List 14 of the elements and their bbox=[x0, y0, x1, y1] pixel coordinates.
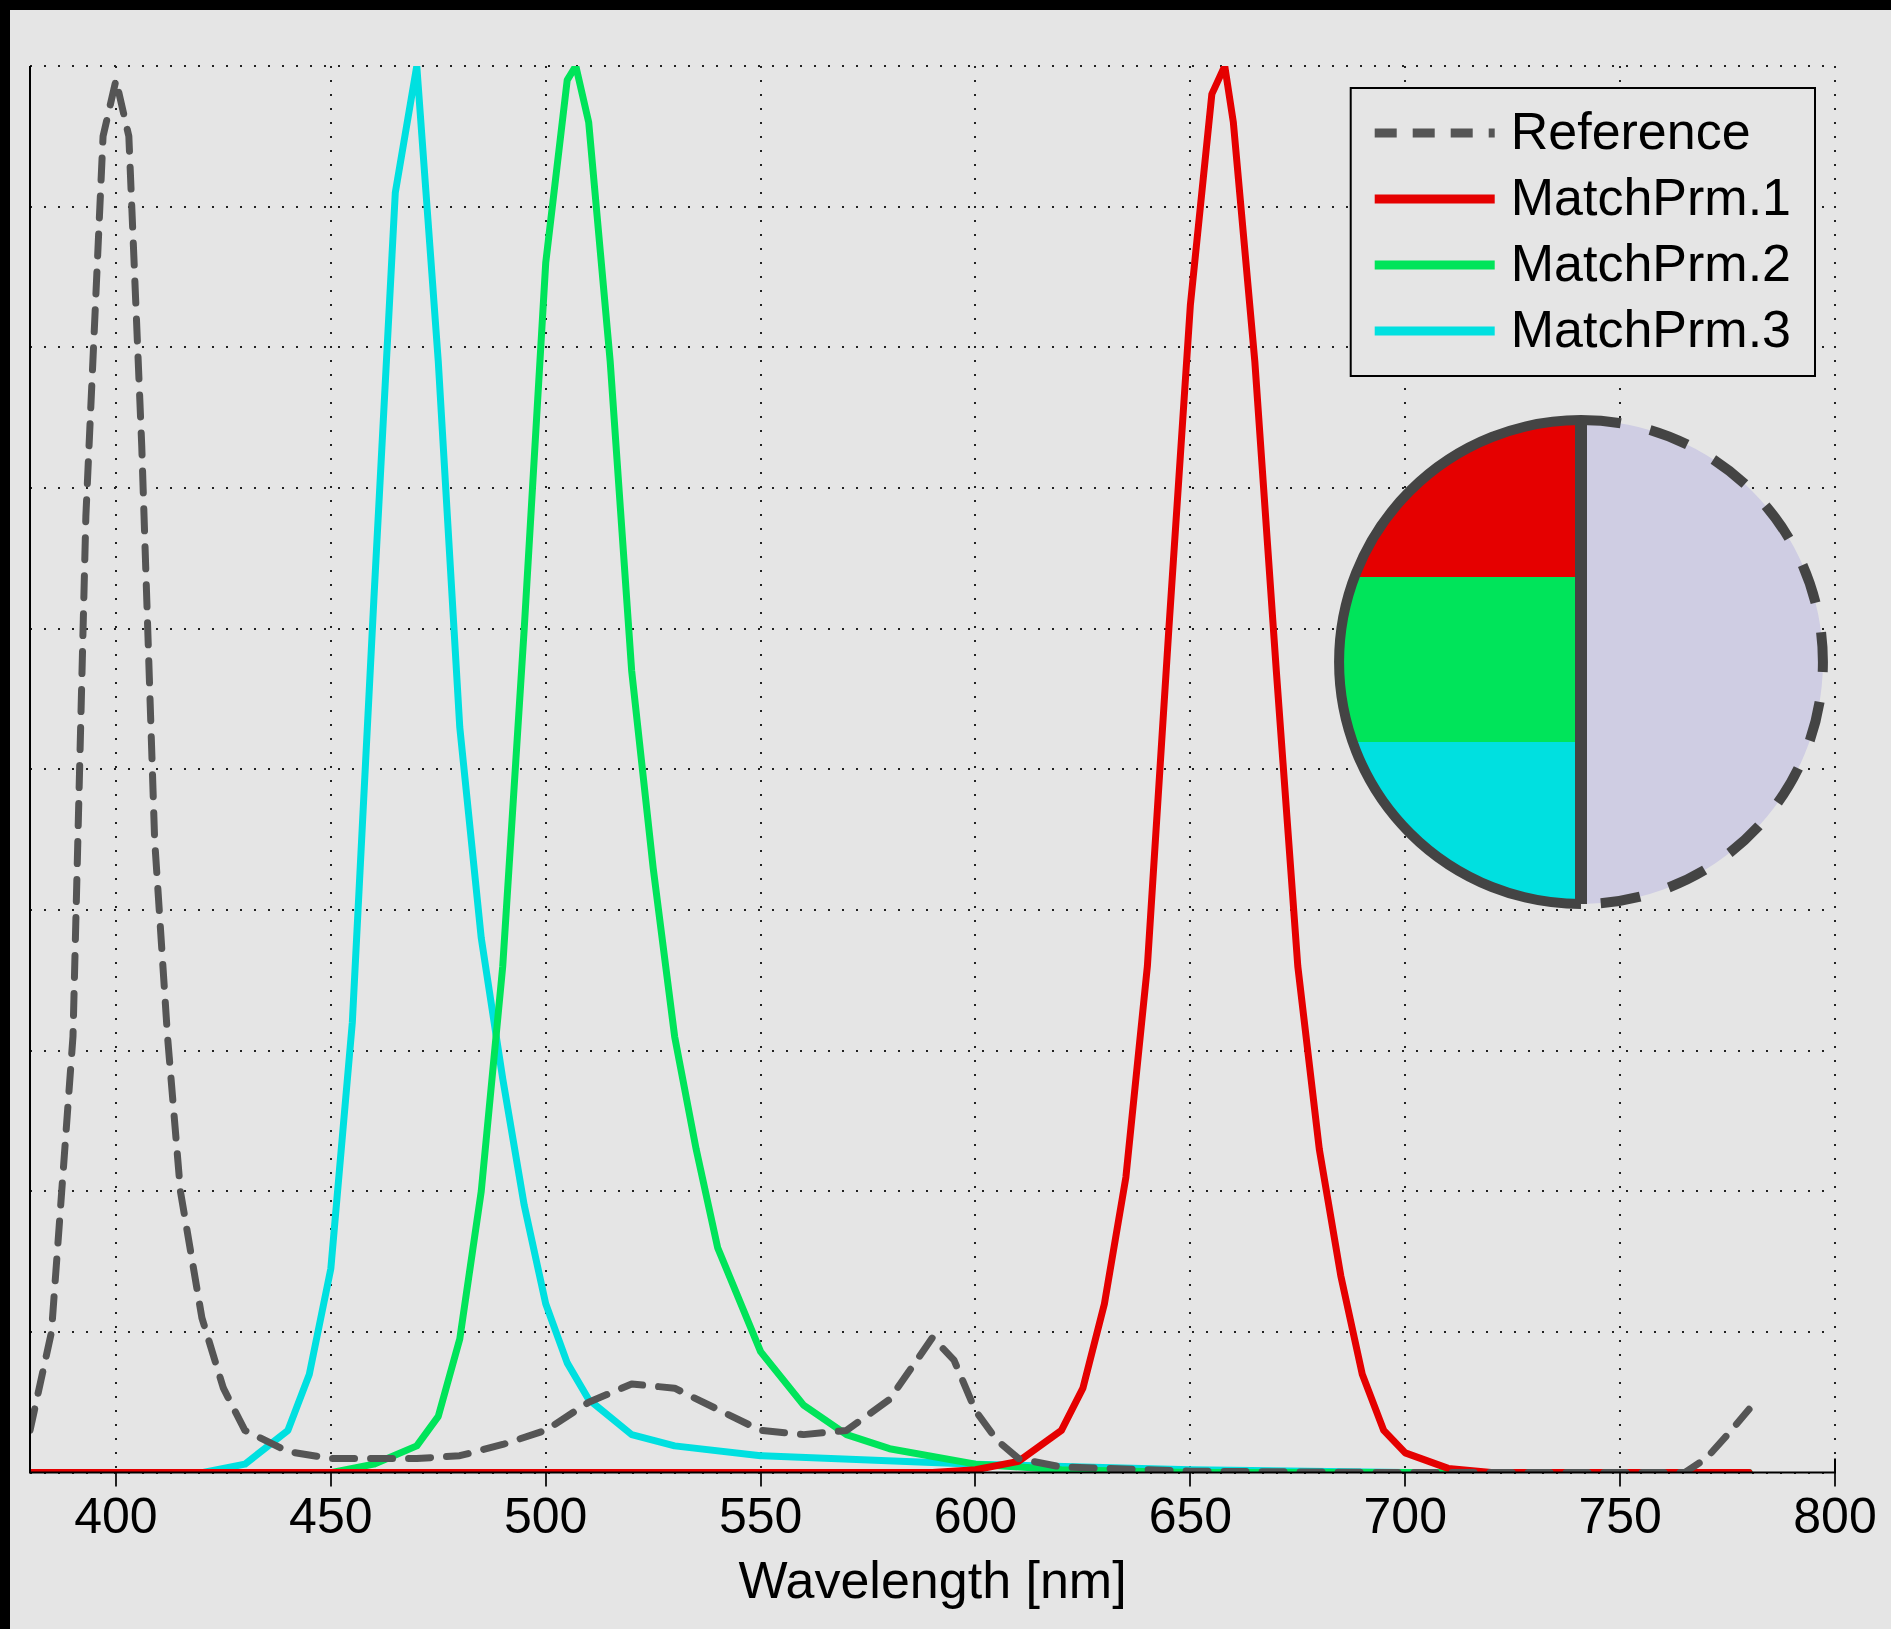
x-tick-label: 500 bbox=[504, 1488, 588, 1545]
x-tick-label: 550 bbox=[718, 1488, 803, 1545]
legend-label: MatchPrm.2 bbox=[1510, 234, 1792, 293]
x-tick-label: 650 bbox=[1148, 1488, 1233, 1545]
x-tick-label: 450 bbox=[289, 1488, 373, 1545]
legend-label: MatchPrm.3 bbox=[1510, 300, 1792, 359]
x-axis-title: Wavelength [nm] bbox=[738, 1551, 1127, 1610]
legend-label: MatchPrm.1 bbox=[1510, 168, 1792, 227]
legend-label: Reference bbox=[1510, 102, 1751, 161]
x-tick-label: 600 bbox=[933, 1488, 1018, 1545]
x-tick-label: 400 bbox=[74, 1488, 158, 1545]
x-tick-label: 800 bbox=[1793, 1488, 1877, 1545]
x-tick-label: 750 bbox=[1578, 1488, 1662, 1545]
x-tick-label: 700 bbox=[1363, 1488, 1447, 1545]
